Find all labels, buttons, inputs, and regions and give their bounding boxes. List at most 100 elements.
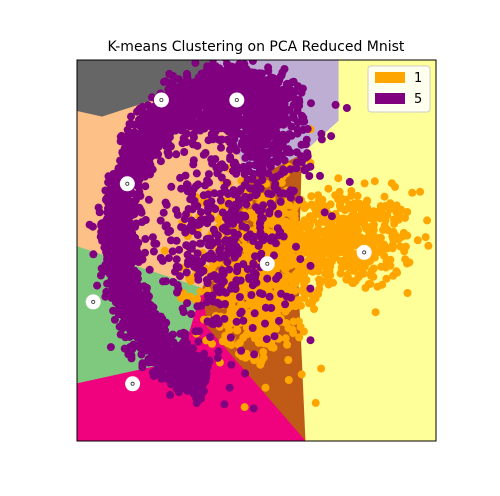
data-point-digit-5 [243,74,252,83]
data-point-digit-1 [177,294,186,303]
data-point-digit-1 [394,215,403,224]
data-point-digit-5 [204,170,213,179]
data-point-digit-1 [301,266,310,275]
data-point-digit-1 [317,364,326,373]
data-point-digit-5 [205,234,214,243]
data-point-digit-5 [218,208,227,217]
data-point-digit-5 [206,333,215,341]
data-point-digit-5 [187,259,196,268]
data-point-digit-5 [94,203,103,212]
data-point-digit-5 [281,300,290,309]
data-point-digit-5 [166,128,175,137]
data-point-digit-5 [212,314,221,323]
centroid-marker-2 [119,176,135,192]
data-point-digit-5 [148,233,157,242]
data-point-digit-5 [122,219,131,228]
legend-swatch-1 [375,72,405,83]
data-point-digit-5 [194,180,203,189]
data-point-digit-5 [134,326,143,335]
data-point-digit-5 [165,141,174,150]
data-point-digit-5 [117,229,126,237]
data-point-digit-5 [126,148,135,157]
data-point-digit-5 [294,82,302,91]
data-point-digit-5 [166,391,175,399]
data-point-digit-5 [174,119,183,128]
data-point-digit-5 [268,173,277,182]
data-point-digit-5 [233,262,242,271]
centroid-marker-6 [125,376,141,392]
data-point-digit-5 [189,344,198,353]
data-point-digit-5 [102,265,111,274]
data-point-digit-5 [220,400,229,409]
data-point-digit-5 [115,302,124,311]
data-point-digit-1 [283,340,292,349]
data-point-digit-5 [249,404,258,413]
data-point-digit-1 [284,376,293,384]
data-point-digit-5 [235,293,244,301]
data-point-digit-5 [178,139,187,148]
data-point-digit-5 [139,291,147,300]
data-point-digit-5 [256,223,265,232]
data-point-digit-5 [192,169,201,178]
data-point-digit-5 [203,291,212,300]
data-point-digit-5 [270,251,278,260]
data-point-digit-5 [182,268,191,277]
data-point-digit-5 [132,293,141,302]
data-point-digit-5 [229,160,238,169]
data-point-digit-1 [334,174,343,183]
data-point-digit-5 [264,67,273,75]
data-point-digit-5 [188,382,197,391]
data-point-digit-1 [306,251,315,260]
data-point-digit-5 [167,182,176,191]
data-point-digit-5 [159,277,167,286]
data-point-digit-5 [142,116,151,125]
data-point-digit-1 [386,261,395,270]
data-point-digit-5 [237,346,246,355]
data-point-digit-5 [156,216,165,225]
data-point-digit-5 [317,129,326,138]
data-point-digit-5 [258,176,267,184]
data-point-digit-5 [201,181,210,190]
data-point-digit-5 [320,208,329,217]
data-point-digit-1 [273,304,282,313]
data-point-digit-5 [183,187,192,196]
data-point-digit-5 [141,248,149,257]
data-point-digit-5 [189,160,198,169]
data-point-digit-5 [164,339,173,348]
data-point-digit-1 [295,224,303,233]
data-point-digit-5 [145,153,154,162]
data-point-digit-5 [161,198,170,207]
data-point-digit-5 [136,136,145,145]
data-point-digit-5 [111,236,120,245]
data-point-digit-5 [241,369,250,378]
data-point-digit-5 [224,84,233,93]
data-point-digit-5 [237,307,246,316]
data-point-digit-1 [287,283,296,292]
data-point-digit-5 [160,324,169,333]
data-point-digit-5 [102,287,111,296]
data-point-digit-1 [439,265,447,273]
data-point-digit-5 [187,310,196,318]
data-point-digit-5 [229,228,238,237]
centroid-marker-4 [356,244,372,260]
data-point-digit-5 [124,251,133,260]
data-point-digit-5 [159,208,168,217]
data-point-digit-5 [186,357,194,366]
data-point-digit-1 [345,275,354,284]
centroid-outer [125,376,141,392]
data-point-digit-5 [251,190,260,199]
data-point-digit-5 [127,354,136,363]
chart-title: K-means Clustering on PCA Reduced Mnist [108,39,405,55]
data-point-digit-1 [261,383,270,392]
data-point-digit-5 [306,284,315,293]
data-point-digit-5 [123,193,132,202]
data-point-digit-1 [314,248,323,257]
data-point-digit-5 [295,195,304,204]
data-point-digit-1 [240,403,249,412]
data-point-digit-5 [295,97,304,106]
data-point-digit-5 [123,239,132,247]
data-point-digit-5 [250,232,259,241]
data-point-digit-1 [309,295,318,304]
data-point-digit-1 [421,233,430,242]
data-point-digit-5 [182,112,191,121]
